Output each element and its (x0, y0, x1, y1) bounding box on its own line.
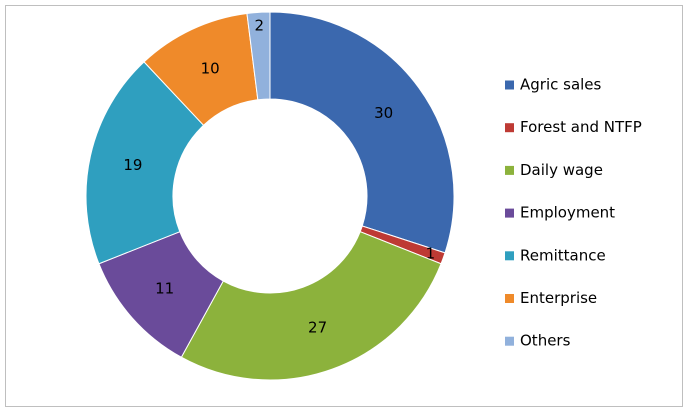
legend-label: Enterprise (520, 289, 597, 307)
legend-swatch (505, 336, 514, 346)
legend-swatch (505, 80, 514, 90)
legend-label: Remittance (520, 246, 606, 264)
legend-label: Others (520, 332, 571, 350)
donut-slice (180, 231, 442, 381)
data-label: 27 (308, 319, 327, 337)
legend-swatch (505, 208, 514, 218)
legend-swatch (505, 251, 514, 261)
data-label: 2 (255, 16, 265, 34)
legend-swatch (505, 123, 514, 133)
data-label: 19 (123, 156, 142, 174)
legend-label: Forest and NTFP (520, 118, 642, 136)
donut-slice (269, 11, 455, 254)
data-label: 1 (426, 244, 436, 262)
donut-slice (246, 11, 271, 101)
legend-swatch (505, 294, 514, 303)
legend-label: Employment (520, 204, 615, 222)
legend-label: Daily wage (520, 161, 603, 179)
data-label: 10 (201, 59, 220, 77)
data-label: 30 (374, 104, 393, 122)
data-label: 11 (155, 279, 174, 297)
legend-label: Agric sales (520, 76, 602, 94)
legend-swatch (505, 165, 514, 175)
donut-slice (85, 61, 205, 265)
